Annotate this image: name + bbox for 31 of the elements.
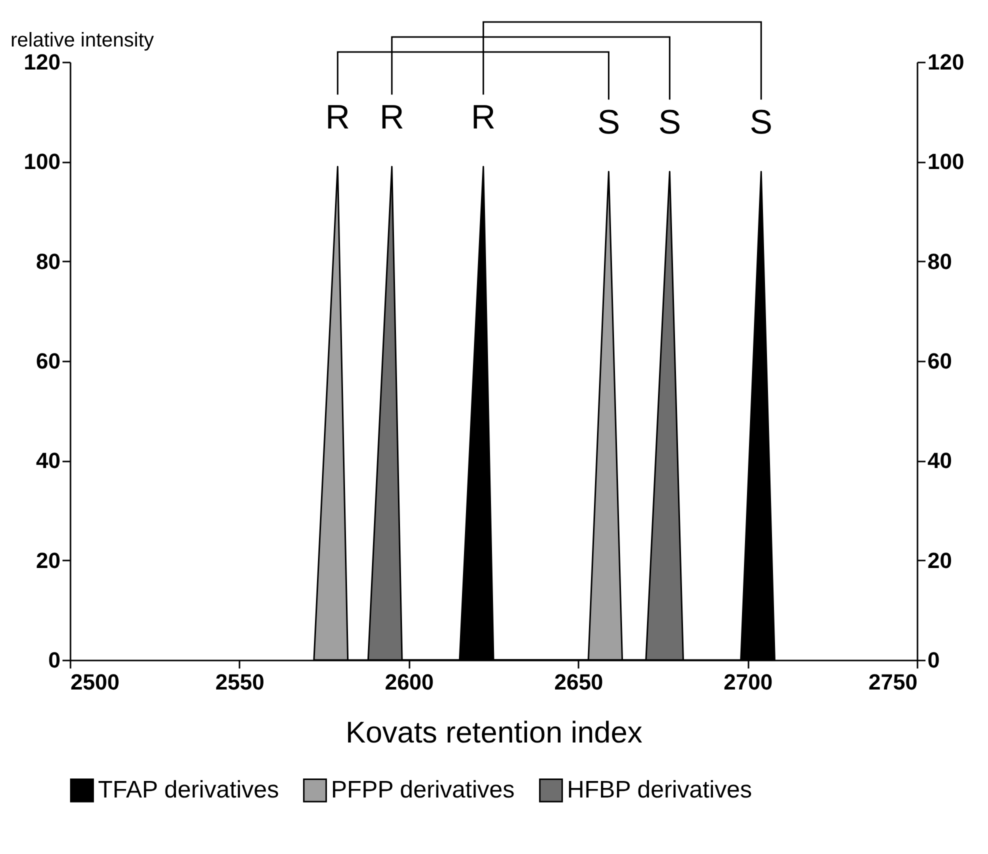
legend-label: PFPP derivatives <box>331 776 515 804</box>
y-tick-label: 0 <box>48 648 60 672</box>
y2-tick-label: 100 <box>928 149 964 174</box>
y2-tick-label: 60 <box>928 348 952 374</box>
y-tick-label: 60 <box>36 348 60 374</box>
legend-label: TFAP derivatives <box>98 776 279 804</box>
y2-tick-label: 40 <box>928 448 952 474</box>
x-tick-label: 2550 <box>215 670 264 694</box>
annotation: S <box>658 104 682 142</box>
x-tick-label: 2700 <box>724 670 773 694</box>
x-tick-label: 2650 <box>554 670 604 694</box>
y-tick-label: 120 <box>24 50 60 74</box>
annotation: S <box>597 104 620 142</box>
y2-tick-label: 80 <box>928 248 952 274</box>
annotation: R <box>325 98 350 137</box>
y2-tick-label: 120 <box>928 50 964 74</box>
y-tick-label: 100 <box>24 149 60 174</box>
x-axis-title: Kovats retention index <box>346 716 642 750</box>
y-axis-title: relative intensity <box>10 30 154 52</box>
annotation: R <box>380 98 404 137</box>
annotation: S <box>750 104 772 142</box>
x-tick-label: 2750 <box>868 670 918 694</box>
legend-label: HFBP derivatives <box>567 776 752 804</box>
y-tick-label: 40 <box>36 448 60 474</box>
y2-tick-label: 0 <box>928 648 940 672</box>
x-tick-label: 2600 <box>384 670 434 694</box>
x-tick-label: 2500 <box>70 670 120 694</box>
y-tick-label: 20 <box>36 548 60 573</box>
y2-tick-label: 20 <box>928 548 952 573</box>
annotation: R <box>471 98 496 137</box>
y-tick-label: 80 <box>36 248 60 274</box>
